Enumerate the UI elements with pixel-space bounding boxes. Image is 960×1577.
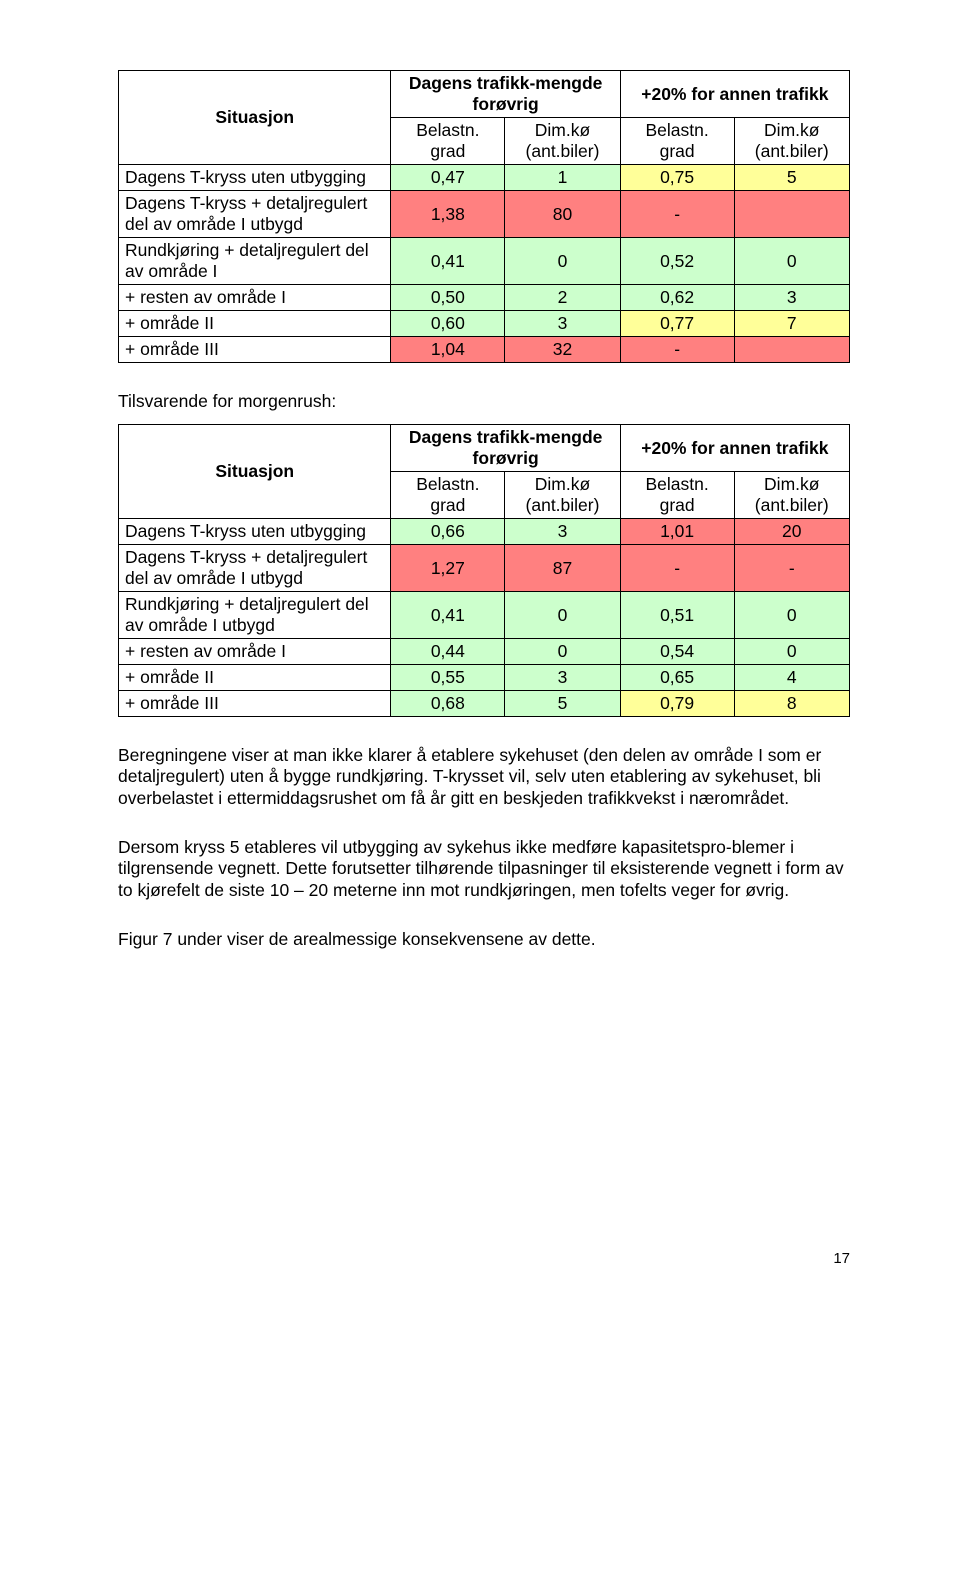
sub-hdr-a1: Belastn. grad bbox=[391, 118, 505, 165]
data-cell: 4 bbox=[734, 665, 850, 691]
data-cell: - bbox=[620, 337, 734, 363]
data-cell: 0,41 bbox=[391, 238, 505, 285]
row-label: + resten av område I bbox=[119, 285, 391, 311]
row-label: Dagens T-kryss uten utbygging bbox=[119, 519, 391, 545]
data-cell: 0 bbox=[734, 592, 850, 639]
data-cell: 0,54 bbox=[620, 639, 734, 665]
table-row: Dagens T-kryss + detaljregulert del av o… bbox=[119, 191, 850, 238]
data-cell: 3 bbox=[734, 285, 850, 311]
sub-hdr-b2: Dim.kø (ant.biler) bbox=[734, 118, 850, 165]
data-cell: 0,41 bbox=[391, 592, 505, 639]
data-cell bbox=[734, 337, 850, 363]
data-cell: 0 bbox=[734, 238, 850, 285]
data-table-1: Situasjon Dagens trafikk-mengde forøvrig… bbox=[118, 70, 850, 363]
data-cell: 0,51 bbox=[620, 592, 734, 639]
data-cell: - bbox=[620, 545, 734, 592]
sub-hdr-b2b: Dim.kø (ant.biler) bbox=[734, 472, 850, 519]
row-label: Dagens T-kryss uten utbygging bbox=[119, 165, 391, 191]
row-label: + område III bbox=[119, 337, 391, 363]
table-row: + område II0,5530,654 bbox=[119, 665, 850, 691]
table-row: + resten av område I0,5020,623 bbox=[119, 285, 850, 311]
table-row: Dagens T-kryss uten utbygging0,4710,755 bbox=[119, 165, 850, 191]
data-cell: 1,01 bbox=[620, 519, 734, 545]
data-cell: 0,62 bbox=[620, 285, 734, 311]
data-cell: 0,65 bbox=[620, 665, 734, 691]
table-row: Dagens T-kryss uten utbygging0,6631,0120 bbox=[119, 519, 850, 545]
row-label: Dagens T-kryss + detaljregulert del av o… bbox=[119, 545, 391, 592]
data-cell: 0,55 bbox=[391, 665, 505, 691]
hdr-group-1b: Dagens trafikk-mengde forøvrig bbox=[391, 425, 620, 472]
data-cell: 7 bbox=[734, 311, 850, 337]
hdr-group-2b: +20% for annen trafikk bbox=[620, 425, 849, 472]
row-label: + resten av område I bbox=[119, 639, 391, 665]
data-cell: 0,44 bbox=[391, 639, 505, 665]
data-cell: 3 bbox=[505, 311, 620, 337]
data-cell: 0 bbox=[505, 238, 620, 285]
data-cell: 1 bbox=[505, 165, 620, 191]
data-cell: - bbox=[734, 545, 850, 592]
data-cell: 1,27 bbox=[391, 545, 505, 592]
data-cell bbox=[734, 191, 850, 238]
row-label: Dagens T-kryss + detaljregulert del av o… bbox=[119, 191, 391, 238]
data-cell: 8 bbox=[734, 691, 850, 717]
data-cell: 0,47 bbox=[391, 165, 505, 191]
sub-hdr-a2b: Belastn. grad bbox=[620, 472, 734, 519]
sub-hdr-a1b: Belastn. grad bbox=[391, 472, 505, 519]
hdr-situasjon-2: Situasjon bbox=[119, 425, 391, 519]
data-cell: 0,50 bbox=[391, 285, 505, 311]
sub-hdr-a2: Belastn. grad bbox=[620, 118, 734, 165]
paragraph-2: Dersom kryss 5 etableres vil utbygging a… bbox=[118, 837, 850, 901]
data-cell: 0,60 bbox=[391, 311, 505, 337]
table-row: Rundkjøring + detaljregulert del av områ… bbox=[119, 592, 850, 639]
data-cell: 0,66 bbox=[391, 519, 505, 545]
table-row: + resten av område I0,4400,540 bbox=[119, 639, 850, 665]
table-row: + område III1,0432- bbox=[119, 337, 850, 363]
data-cell: 0,79 bbox=[620, 691, 734, 717]
data-cell: 0 bbox=[734, 639, 850, 665]
table-row: + område II0,6030,777 bbox=[119, 311, 850, 337]
data-cell: 3 bbox=[505, 519, 620, 545]
data-cell: 0,77 bbox=[620, 311, 734, 337]
data-cell: 0,52 bbox=[620, 238, 734, 285]
row-label: + område II bbox=[119, 311, 391, 337]
data-cell: 87 bbox=[505, 545, 620, 592]
data-cell: 2 bbox=[505, 285, 620, 311]
intertext-1: Tilsvarende for morgenrush: bbox=[118, 391, 850, 412]
page-number: 17 bbox=[118, 1250, 850, 1267]
data-cell: 0,75 bbox=[620, 165, 734, 191]
row-label: Rundkjøring + detaljregulert del av områ… bbox=[119, 592, 391, 639]
data-cell: 1,04 bbox=[391, 337, 505, 363]
row-label: Rundkjøring + detaljregulert del av områ… bbox=[119, 238, 391, 285]
data-cell: 1,38 bbox=[391, 191, 505, 238]
data-cell: 0 bbox=[505, 592, 620, 639]
data-cell: 32 bbox=[505, 337, 620, 363]
paragraph-3: Figur 7 under viser de arealmessige kons… bbox=[118, 929, 850, 950]
data-cell: 0 bbox=[505, 639, 620, 665]
hdr-group-1: Dagens trafikk-mengde forøvrig bbox=[391, 71, 620, 118]
data-cell: - bbox=[620, 191, 734, 238]
sub-hdr-b1: Dim.kø (ant.biler) bbox=[505, 118, 620, 165]
data-cell: 0,68 bbox=[391, 691, 505, 717]
data-cell: 5 bbox=[734, 165, 850, 191]
row-label: + område II bbox=[119, 665, 391, 691]
data-cell: 20 bbox=[734, 519, 850, 545]
data-table-2: Situasjon Dagens trafikk-mengde forøvrig… bbox=[118, 424, 850, 717]
table-row: Dagens T-kryss + detaljregulert del av o… bbox=[119, 545, 850, 592]
row-label: + område III bbox=[119, 691, 391, 717]
paragraph-1: Beregningene viser at man ikke klarer å … bbox=[118, 745, 850, 809]
data-cell: 3 bbox=[505, 665, 620, 691]
hdr-situasjon: Situasjon bbox=[119, 71, 391, 165]
table-row: + område III0,6850,798 bbox=[119, 691, 850, 717]
sub-hdr-b1b: Dim.kø (ant.biler) bbox=[505, 472, 620, 519]
data-cell: 5 bbox=[505, 691, 620, 717]
data-cell: 80 bbox=[505, 191, 620, 238]
hdr-group-2: +20% for annen trafikk bbox=[620, 71, 849, 118]
table-row: Rundkjøring + detaljregulert del av områ… bbox=[119, 238, 850, 285]
